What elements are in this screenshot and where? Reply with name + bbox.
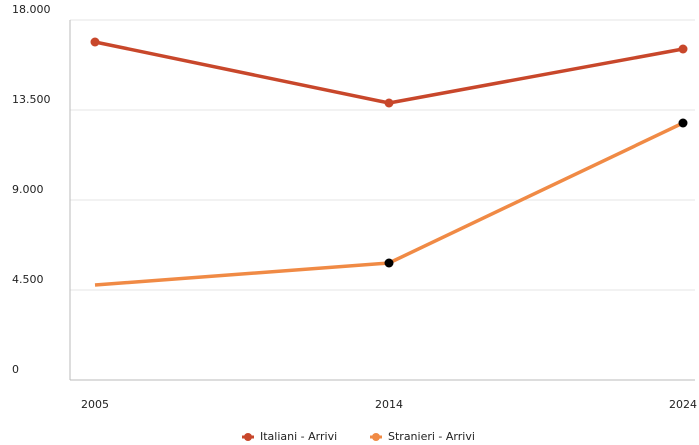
legend-marker xyxy=(372,433,380,441)
point xyxy=(384,98,394,108)
legend-label: Stranieri - Arrivi xyxy=(388,430,475,443)
y-tick-label: 13.500 xyxy=(12,93,51,106)
point xyxy=(90,37,100,47)
legend-label: Italiani - Arrivi xyxy=(260,430,337,443)
x-tick-label: 2005 xyxy=(81,398,109,411)
y-tick-label: 9.000 xyxy=(12,183,44,196)
legend-marker xyxy=(244,433,252,441)
x-tick-label: 2014 xyxy=(375,398,403,411)
x-tick-label: 2024 xyxy=(669,398,697,411)
point xyxy=(678,118,688,128)
y-tick-label: 18.000 xyxy=(12,3,51,16)
point xyxy=(384,258,394,268)
y-tick-label: 0 xyxy=(12,363,19,376)
series-line xyxy=(94,40,684,105)
y-tick-label: 4.500 xyxy=(12,273,44,286)
point xyxy=(678,44,688,54)
